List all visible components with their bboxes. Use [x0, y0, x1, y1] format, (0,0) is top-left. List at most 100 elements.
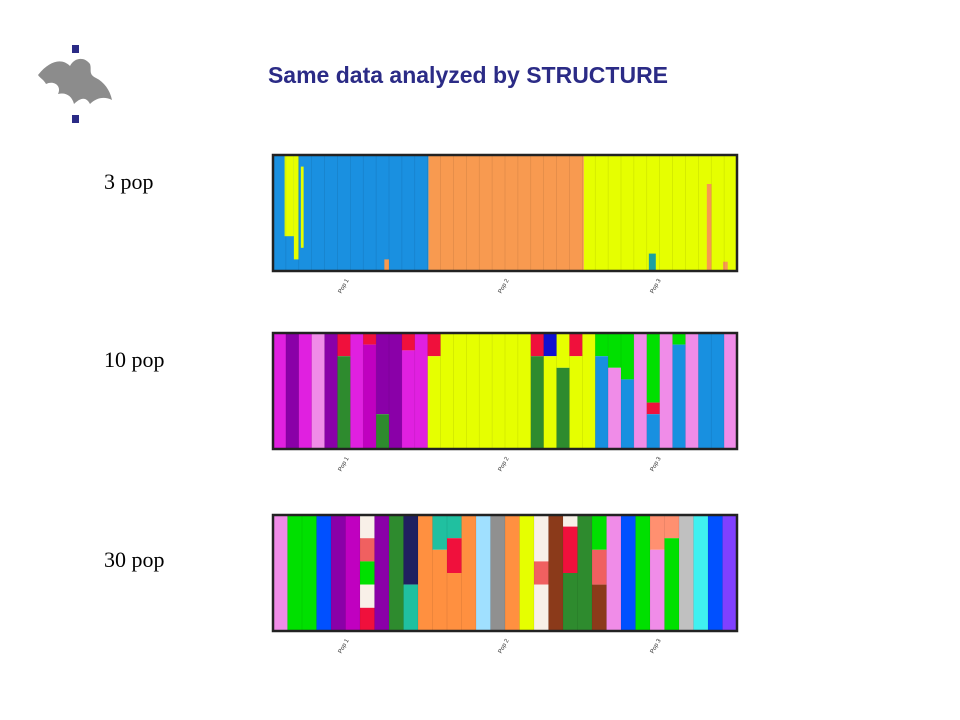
ancestry-block	[447, 538, 462, 573]
ancestry-block	[273, 155, 429, 271]
ancestry-block	[582, 333, 596, 449]
ancestry-block	[360, 538, 375, 562]
ancestry-block	[374, 515, 390, 631]
ancestry-block	[403, 515, 419, 585]
ancestry-block	[479, 333, 493, 449]
ancestry-block	[672, 344, 686, 449]
ancestry-block	[384, 259, 389, 271]
ancestry-block	[428, 155, 584, 271]
ancestry-block	[350, 333, 364, 449]
ancestry-block	[592, 515, 607, 550]
ancestry-block	[517, 333, 532, 449]
ancestry-block	[711, 333, 725, 449]
ancestry-block	[461, 515, 477, 631]
ancestry-block	[492, 333, 506, 449]
ancestry-block	[363, 344, 377, 449]
plot-frame	[271, 331, 739, 451]
ancestry-block	[583, 155, 737, 271]
ancestry-block	[556, 333, 570, 368]
ancestry-block	[534, 584, 549, 631]
ancestry-block	[284, 155, 294, 237]
ancestry-block	[543, 333, 557, 357]
ancestry-block	[360, 584, 375, 608]
ancestry-block	[447, 573, 462, 631]
ancestry-block	[293, 155, 299, 260]
ancestry-block	[534, 561, 549, 585]
ancestry-block	[389, 333, 403, 449]
ancestry-block	[418, 515, 433, 631]
ancestry-block	[569, 333, 583, 357]
ancestry-block	[563, 573, 578, 631]
ancestry-block	[453, 333, 467, 449]
ancestry-block	[693, 515, 709, 631]
ancestry-block	[646, 333, 660, 403]
plot-frame	[271, 153, 739, 273]
ancestry-block	[285, 333, 300, 449]
ancestry-block	[679, 515, 694, 631]
ancestry-block	[324, 333, 338, 449]
ancestry-block	[664, 538, 680, 631]
ancestry-block	[440, 333, 454, 449]
ancestry-block	[331, 515, 346, 631]
ancestry-block	[363, 333, 377, 345]
plot-frame	[271, 513, 739, 633]
ancestry-block	[505, 333, 519, 449]
ancestry-block	[723, 261, 728, 271]
ancestry-block	[722, 515, 738, 631]
ancestry-block	[650, 549, 665, 631]
ancestry-block	[476, 515, 491, 631]
structure-plot	[271, 153, 739, 273]
ancestry-block	[360, 607, 375, 631]
ancestry-block	[646, 402, 660, 415]
ancestry-block	[401, 350, 416, 449]
ancestry-block	[706, 184, 712, 271]
ancestry-block	[543, 356, 557, 449]
ancestry-block	[302, 515, 317, 631]
ancestry-block	[447, 515, 462, 539]
logo-flame	[38, 58, 112, 104]
ancestry-block	[577, 515, 593, 631]
ancestry-block	[635, 515, 651, 631]
ancestry-block	[698, 333, 712, 449]
ancestry-block	[311, 333, 325, 449]
ancestry-block	[432, 515, 448, 550]
ancestry-block	[401, 333, 416, 351]
structure-plot	[271, 513, 739, 633]
ancestry-block	[427, 333, 441, 357]
ancestry-block	[672, 333, 686, 345]
ancestry-block	[337, 333, 351, 357]
ancestry-block	[664, 515, 680, 539]
ancestry-block	[685, 333, 699, 449]
ancestry-block	[360, 515, 375, 539]
ancestry-block	[608, 367, 622, 449]
ancestry-block	[563, 526, 578, 573]
ancestry-block	[621, 515, 636, 631]
ancestry-block	[490, 515, 506, 631]
ancestry-block	[708, 515, 723, 631]
ancestry-block	[621, 379, 635, 449]
slide-title: Same data analyzed by STRUCTURE	[268, 62, 668, 88]
ancestry-block	[563, 515, 578, 527]
ancestry-block	[300, 166, 304, 248]
panel-label: 3 pop	[104, 169, 154, 194]
ancestry-block	[337, 356, 351, 449]
ancestry-block	[534, 515, 549, 562]
ancestry-block	[466, 333, 480, 449]
structure-plot	[271, 331, 739, 451]
ancestry-block	[621, 333, 635, 380]
ancestry-block	[376, 333, 390, 415]
ancestry-block	[648, 253, 656, 271]
panel-label: 10 pop	[104, 347, 165, 372]
ancestry-block	[273, 333, 287, 449]
ancestry-block	[606, 515, 622, 631]
ancestry-block	[530, 356, 544, 449]
ancestry-block	[345, 515, 361, 631]
ancestry-block	[360, 561, 375, 585]
ancestry-block	[427, 356, 441, 449]
ancestry-block	[646, 414, 660, 449]
ancestry-block	[505, 515, 520, 631]
panel-label: 30 pop	[104, 547, 165, 572]
ancestry-block	[316, 515, 332, 631]
ancestry-block	[530, 333, 544, 357]
